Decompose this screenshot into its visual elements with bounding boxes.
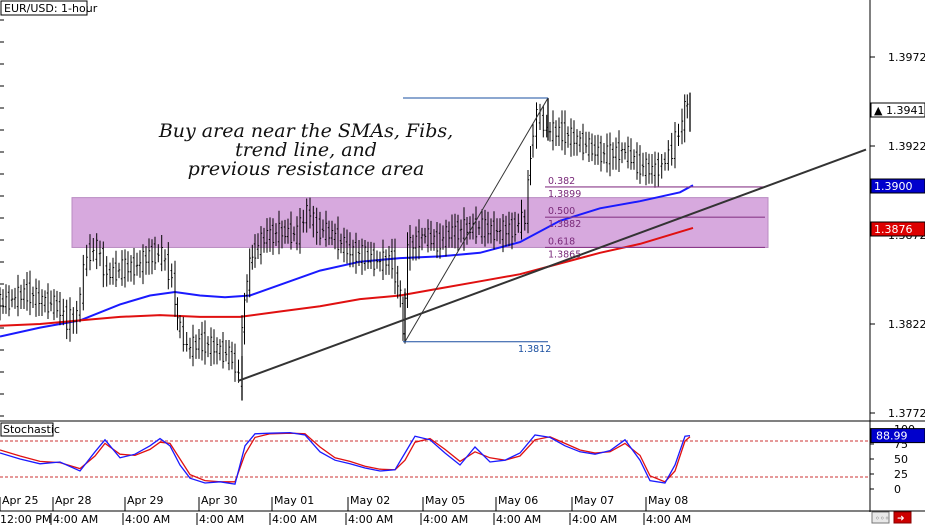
sma-layer	[0, 184, 694, 338]
x-date-label: Apr 29	[127, 494, 164, 507]
stochastic-layer	[0, 431, 870, 485]
x-date-label: May 05	[425, 494, 465, 507]
annotation-line-1: Buy area near the SMAs, Fibs,	[158, 120, 453, 142]
x-date-label: Apr 25	[2, 494, 39, 507]
fib-ratio-label: 0.500	[548, 206, 575, 217]
x-date-label: Apr 28	[55, 494, 92, 507]
y-tick-label: 1.3922	[888, 140, 925, 153]
annotation-line-2: trend line, and	[235, 139, 377, 161]
x-time-label: 4:00 AM	[272, 513, 317, 525]
x-date-label: May 01	[274, 494, 314, 507]
y-tick-label: 1.3822	[888, 318, 925, 331]
buy-zone-rect	[71, 197, 769, 248]
stoch-tick-label: 50	[894, 453, 908, 466]
fibonacci-layer[interactable]: 1.3812 0.382 1.3899 0.500 1.3882 0.618 1.3865	[403, 97, 765, 355]
x-time-label: 4:00 AM	[496, 513, 541, 525]
x-time-label: 4:00 AM	[53, 513, 98, 525]
scroll-chart-icon: ◦◦◦	[875, 514, 889, 523]
trend-line[interactable]	[237, 148, 867, 382]
price-badge-box	[870, 178, 925, 194]
stochastic-value-badge	[870, 428, 925, 444]
fib-price-label: 1.3882	[548, 219, 581, 230]
stochastic-k-line	[0, 431, 691, 485]
x-date-label: May 06	[498, 494, 538, 507]
x-time-label: 4:00 AM	[348, 513, 393, 525]
price-badge-label: 1.3876	[874, 223, 913, 236]
x-time-label: 12:00 PM	[0, 513, 51, 525]
price-badge-layer: ▲ 1.3941 1.3900 1.3876 88.99	[870, 102, 925, 444]
x-date-label: Apr 30	[201, 494, 238, 507]
price-badge-label: ▲ 1.3941	[874, 104, 924, 117]
stochastic-label: Stochastic	[3, 423, 60, 436]
x-date-label: May 07	[574, 494, 614, 507]
price-badge-label: 1.3900	[874, 180, 913, 193]
chart-frame	[0, 0, 925, 512]
x-time-label: 4:00 AM	[572, 513, 617, 525]
x-date-label: May 02	[350, 494, 390, 507]
stochastic-value-label: 88.99	[876, 430, 908, 443]
price-badge-box	[870, 221, 925, 237]
chart-title: EUR/USD: 1-hour	[4, 2, 98, 15]
trend-line-layer[interactable]	[237, 148, 867, 382]
stochastic-d-line	[0, 432, 691, 483]
fib-ratio-label: 0.382	[548, 176, 575, 187]
stochastic-label-box	[0, 422, 54, 437]
stoch-tick-label: 0	[894, 483, 901, 496]
fib-diagonal[interactable]	[404, 97, 549, 343]
axis-layer: 1.39721.39221.38721.38221.37721007550250…	[0, 19, 925, 525]
price-line-layer	[0, 92, 691, 401]
sma-line-1	[0, 184, 694, 338]
x-date-label: May 08	[648, 494, 688, 507]
fib-ratio-label: 0.618	[548, 236, 575, 247]
y-tick-label: 1.3972	[888, 51, 925, 64]
annotation-line-3: previous resistance area	[188, 158, 425, 180]
x-time-label: 4:00 AM	[646, 513, 691, 525]
auto-scroll-button[interactable]	[893, 511, 912, 524]
stoch-tick-label: 25	[894, 468, 908, 481]
price-badge-box	[870, 102, 925, 118]
x-time-label: 4:00 AM	[199, 513, 244, 525]
scroll-chart-button[interactable]	[871, 511, 890, 524]
auto-scroll-arrow-icon: ➜	[897, 514, 905, 524]
x-time-label: 4:00 AM	[423, 513, 468, 525]
fib-low-label: 1.3812	[518, 344, 551, 355]
y-tick-label: 1.3772	[888, 407, 925, 420]
sma-line-2	[0, 226, 694, 327]
fib-price-label: 1.3899	[548, 189, 581, 200]
title-box	[0, 0, 88, 16]
fib-price-label: 1.3865	[548, 249, 581, 260]
x-time-label: 4:00 AM	[125, 513, 170, 525]
